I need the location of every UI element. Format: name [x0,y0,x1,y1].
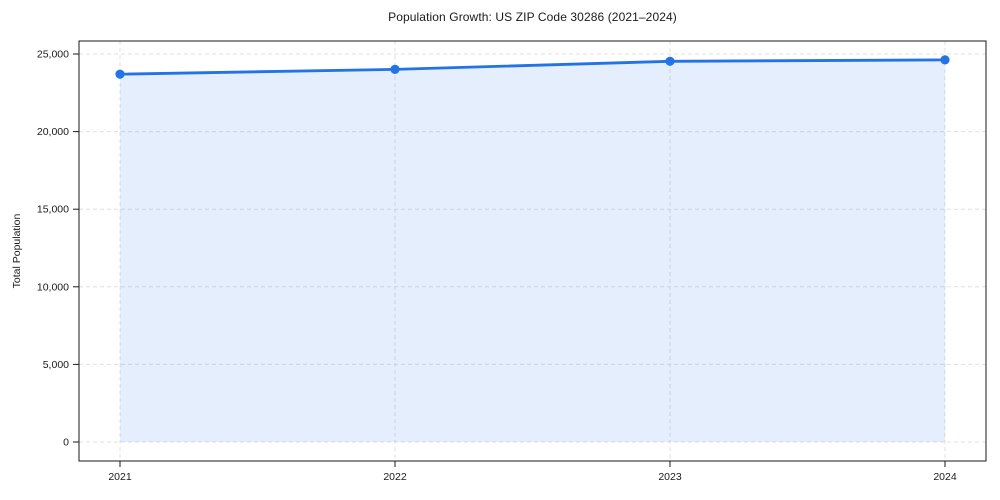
x-tick-label: 2023 [658,471,682,483]
y-tick-label: 20,000 [37,126,69,138]
y-tick-label: 10,000 [37,281,69,293]
data-point [940,55,950,65]
data-point [115,69,125,79]
x-tick-label: 2024 [933,471,957,483]
data-line [118,58,947,76]
y-tick-label: 25,000 [37,49,69,61]
area-fill [120,59,945,443]
y-tick-label: 15,000 [37,204,69,216]
data-point [390,64,400,74]
y-tick-label: 0 [63,437,69,449]
chart-title: Population Growth: US ZIP Code 30286 (20… [388,10,677,24]
y-tick-label: 5,000 [43,359,69,371]
x-tick-label: 2021 [108,471,132,483]
data-point [665,56,675,66]
x-tick-label: 2022 [383,471,407,483]
plot-border [78,40,987,462]
